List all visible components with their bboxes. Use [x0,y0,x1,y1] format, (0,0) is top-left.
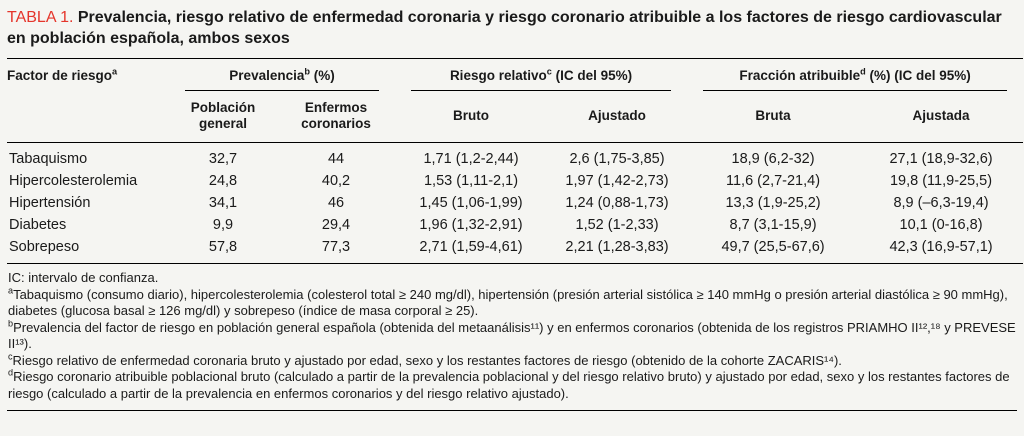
column-header-enfermos-coronarios: Enfermos coronarios [277,91,396,143]
table-row-hipertension: Hipertensión 34,1 46 1,45 (1,06-1,99) 1,… [7,192,1023,214]
value-cell: 10,1 (0-16,8) [899,217,983,233]
footnote-text: Riesgo relativo de enfermedad coronaria … [12,352,842,368]
group-footnote-ref: d [860,66,866,77]
value-cell: 1,24 (0,88-1,73) [565,195,669,211]
value-cell: 2,6 (1,75-3,85) [569,151,665,167]
footnote-text: Riesgo coronario atribuible poblacional … [8,369,1010,401]
group-label-suffix: (%) [309,68,335,83]
group-header-riesgo-relativo: Riesgo relativoc (IC del 95%) [395,59,687,91]
value-cell: 42,3 (16,9-57,1) [859,236,1024,264]
footnote-ic: IC: intervalo de confianza. [8,270,1016,287]
value-cell: 34,1 [208,195,238,211]
column-header-factor: Factor de riesgoa [7,58,169,143]
table-row-hipercolesterolemia: Hipercolesterolemia 24,8 40,2 1,53 (1,11… [7,170,1023,192]
value-cell: 57,8 [169,236,277,264]
footnote-marker: a [8,285,14,296]
factor-cell: Diabetes [9,217,67,233]
footnote-c: cRiesgo relativo de enfermedad coronaria… [8,351,1016,370]
value-cell: 2,21 (1,28-3,83) [547,236,688,264]
factor-header-footnote-ref: a [112,66,118,77]
footnotes: IC: intervalo de confianza. aTabaquismo … [7,264,1017,411]
value-cell: 11,6 (2,7-21,4) [726,173,821,189]
value-cell: 24,8 [208,173,238,189]
table-caption: Prevalencia, riesgo relativo de enfermed… [7,9,1002,47]
table-header: Factor de riesgoa Prevalenciab (%) Riesg… [7,58,1024,143]
column-header-bruta: Bruta [687,91,860,143]
value-cell: 27,1 (18,9-32,6) [889,151,993,167]
table-row-tabaquismo: Tabaquismo 32,7 44 1,71 (1,2-2,44) 2,6 (… [7,143,1023,171]
factor-cell: Sobrepeso [7,236,169,264]
footnote-b: bPrevalencia del factor de riesgo en pob… [8,318,1016,353]
value-cell: 1,52 (1-2,33) [575,217,659,233]
value-cell: 1,71 (1,2-2,44) [423,151,519,167]
column-header-ajustado: Ajustado [547,91,688,143]
value-cell: 18,9 (6,2-32) [731,151,815,167]
group-label: Fracción atribuible [739,68,861,83]
footnote-marker: c [8,351,13,362]
value-cell: 44 [327,151,345,167]
value-cell: 29,4 [321,217,351,233]
risk-factors-table: Factor de riesgoa Prevalenciab (%) Riesg… [7,58,1024,264]
group-footnote-ref: b [304,66,310,77]
table-body: Tabaquismo 32,7 44 1,71 (1,2-2,44) 2,6 (… [7,143,1024,264]
subheader-row: Población general Enfermos coronarios Br… [7,91,1024,143]
column-header-bruto: Bruto [395,91,548,143]
footnote-text: Tabaquismo (consumo diario), hipercolest… [8,286,1008,319]
column-header-ajustada: Ajustada [859,91,1024,143]
footnote-text: Prevalencia del factor de riesgo en pobl… [8,319,1016,352]
group-label: Prevalencia [229,68,305,83]
value-cell: 1,45 (1,06-1,99) [419,195,523,211]
footnote-d: dRiesgo coronario atribuible poblacional… [8,367,1016,402]
value-cell: 8,7 (3,1-15,9) [729,217,817,233]
value-cell: 19,8 (11,9-25,5) [889,173,993,189]
value-cell: 8,9 (–6,3-19,4) [893,195,989,211]
group-footnote-ref: c [546,66,552,77]
group-header-fraccion-atribuible: Fracción atribuibled (%) (IC del 95%) [687,59,1023,91]
group-label-suffix: (IC del 95%) [551,68,633,83]
value-cell: 1,96 (1,32-2,91) [419,217,523,233]
value-cell: 1,53 (1,11-2,1) [423,173,519,189]
footnote-a: aTabaquismo (consumo diario), hipercoles… [8,285,1016,320]
group-label: Riesgo relativo [449,68,547,83]
table-title: TABLA 1. Prevalencia, riesgo relativo de… [7,7,1017,49]
value-cell: 32,7 [208,151,238,167]
group-header-row: Factor de riesgoa Prevalenciab (%) Riesg… [7,58,1023,143]
factor-cell: Hipercolesterolemia [9,173,138,189]
footnote-marker: d [8,367,14,378]
value-cell: 9,9 [212,217,234,233]
value-cell: 40,2 [321,173,351,189]
value-cell: 1,97 (1,42-2,73) [565,173,669,189]
column-header-poblacion-general: Población general [169,91,277,143]
footnote-marker: b [8,318,14,329]
value-cell: 46 [327,195,345,211]
table-number-label: TABLA 1. [7,9,74,26]
factor-cell: Tabaquismo [9,151,88,167]
factor-cell: Hipertensión [9,195,91,211]
value-cell: 77,3 [277,236,396,264]
footnote-text: IC: intervalo de confianza. [8,270,159,285]
table-row-diabetes: Diabetes 9,9 29,4 1,96 (1,32-2,91) 1,52 … [7,214,1023,236]
group-header-prevalencia: Prevalenciab (%) [169,59,395,91]
value-cell: 49,7 (25,5-67,6) [687,236,860,264]
group-label-suffix: (%) (IC del 95%) [865,68,971,83]
value-cell: 2,71 (1,59-4,61) [395,236,548,264]
value-cell: 13,3 (1,9-25,2) [725,195,821,211]
factor-header-label: Factor de riesgo [7,68,113,83]
table-row-sobrepeso: Sobrepeso 57,8 77,3 2,71 (1,59-4,61) 2,2… [7,236,1024,264]
